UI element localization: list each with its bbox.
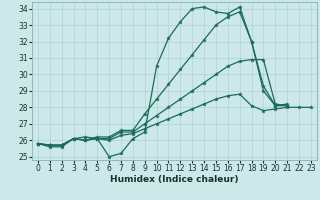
X-axis label: Humidex (Indice chaleur): Humidex (Indice chaleur) xyxy=(110,175,239,184)
